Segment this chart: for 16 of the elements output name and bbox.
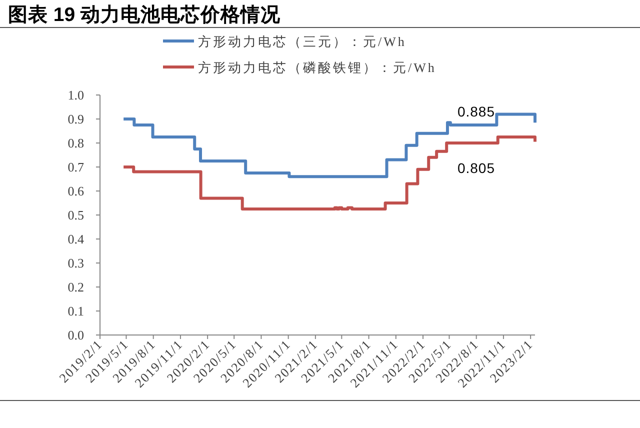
annotation: 0.805 (457, 160, 495, 176)
annotation: 0.885 (457, 104, 495, 120)
y-tick-label: 0.1 (68, 304, 84, 318)
y-tick-label: 0.4 (68, 232, 84, 246)
y-tick-label: 0.2 (68, 280, 84, 294)
chart-title: 图表 19 动力电池电芯价格情况 (8, 4, 282, 26)
legend-label: 方形动力电芯（磷酸铁锂）：元/Wh (198, 60, 436, 75)
y-tick-label: 0.6 (68, 184, 84, 198)
legend-label: 方形动力电芯（三元）：元/Wh (198, 34, 406, 49)
y-tick-label: 0.0 (68, 328, 84, 342)
y-tick-label: 0.7 (68, 160, 84, 174)
y-tick-label: 0.3 (68, 256, 84, 270)
y-tick-label: 0.5 (68, 208, 84, 222)
y-tick-label: 0.8 (68, 136, 84, 150)
y-tick-label: 1.0 (68, 88, 84, 102)
y-tick-label: 0.9 (68, 112, 84, 126)
